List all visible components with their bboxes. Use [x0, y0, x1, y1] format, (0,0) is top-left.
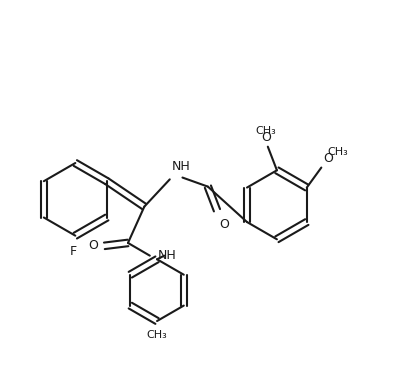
Text: O: O — [261, 131, 271, 144]
Text: F: F — [70, 245, 77, 258]
Text: O: O — [219, 217, 229, 231]
Text: NH: NH — [171, 160, 190, 173]
Text: CH₃: CH₃ — [328, 147, 349, 157]
Text: CH₃: CH₃ — [147, 330, 167, 340]
Text: O: O — [323, 152, 333, 165]
Text: NH: NH — [158, 249, 177, 262]
Text: O: O — [88, 239, 98, 252]
Text: CH₃: CH₃ — [256, 126, 276, 136]
